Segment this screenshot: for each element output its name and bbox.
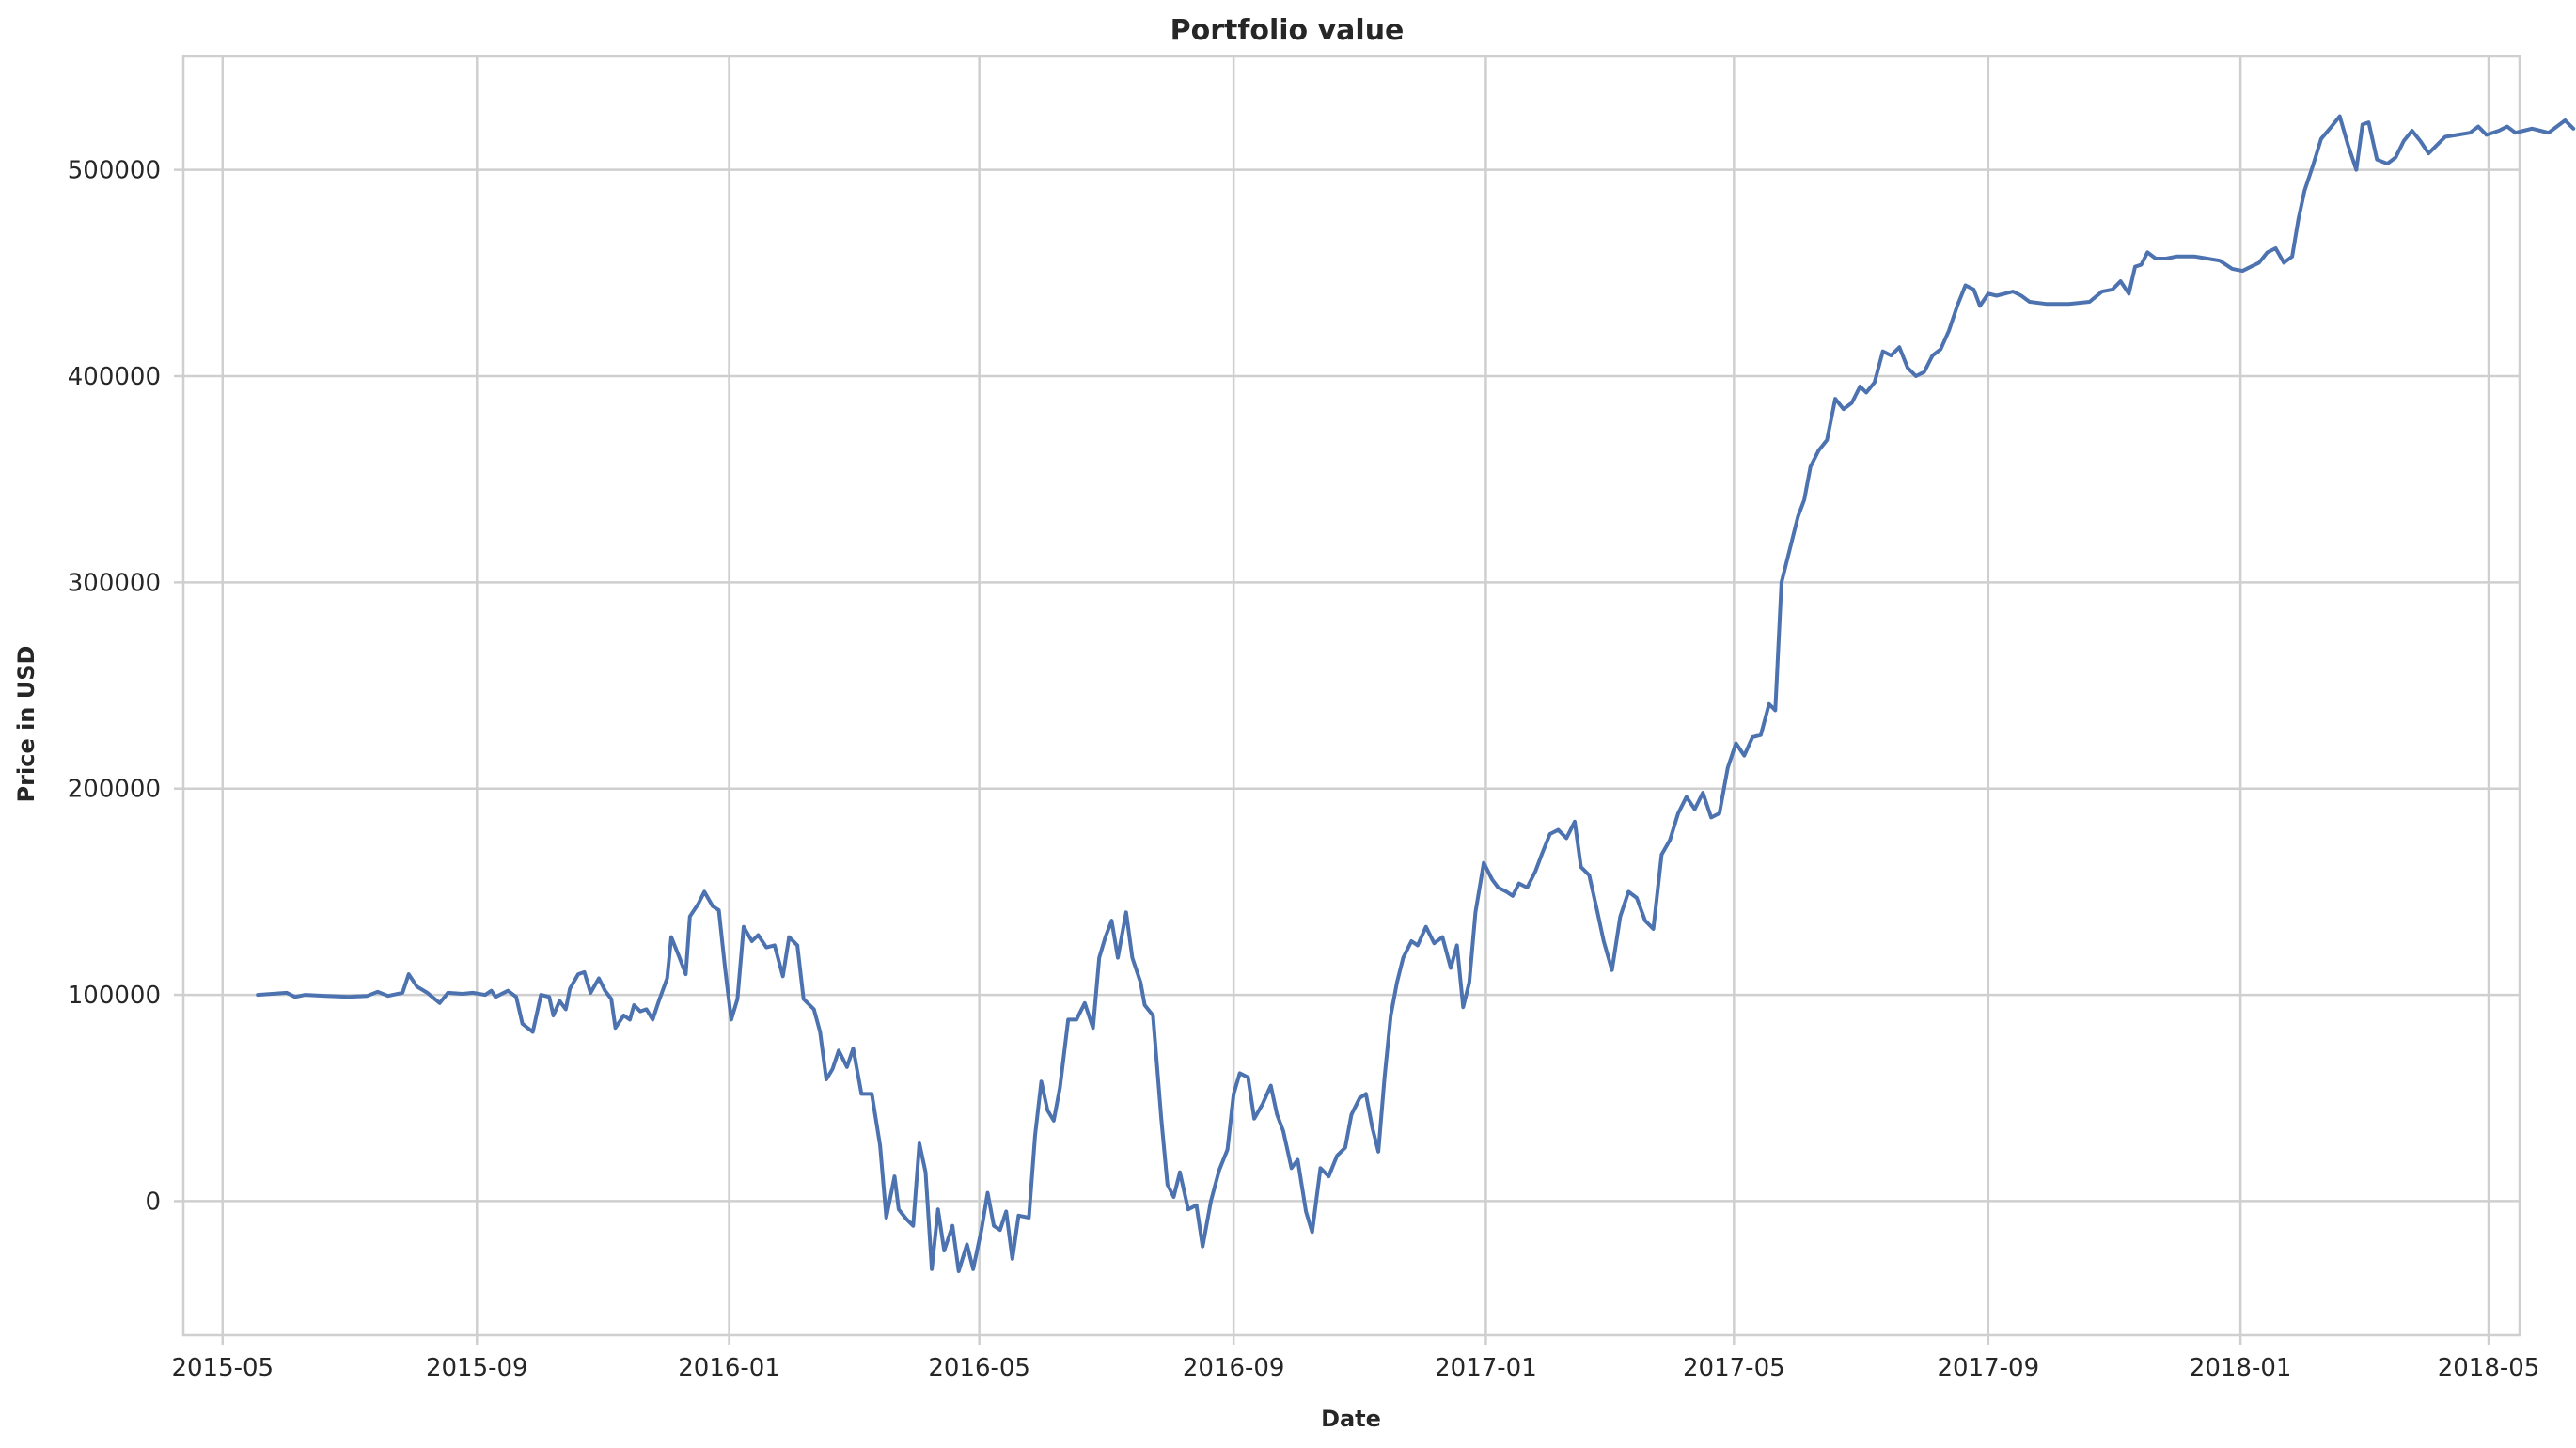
y-tick-label: 200000: [68, 776, 161, 804]
x-tick-label: 2017-05: [1683, 1354, 1785, 1382]
chart-title: Portfolio value: [1170, 14, 1405, 47]
x-tick-label: 2016-09: [1183, 1354, 1285, 1382]
x-axis-ticks: 2015-05 2015-09 2016-01 2016-05 2016-09 2017-…: [171, 1335, 2539, 1382]
x-tick-label: 2016-05: [928, 1354, 1030, 1382]
y-tick-label: 100000: [68, 982, 161, 1010]
y-gridlines: [183, 168, 2520, 1203]
y-axis-label: Price in USD: [13, 646, 39, 803]
x-tick-label: 2015-05: [171, 1354, 274, 1382]
x-axis-label: Date: [1321, 1406, 1381, 1432]
x-tick-label: 2015-09: [426, 1354, 528, 1382]
y-axis-ticks: 0 100000 200000 300000 400000 500000: [68, 157, 183, 1216]
x-tick-label: 2017-09: [1938, 1354, 2040, 1382]
x-tick-label: 2016-01: [678, 1354, 780, 1382]
y-tick-label: 0: [145, 1188, 161, 1216]
x-gridlines: [221, 56, 2490, 1335]
y-tick-label: 500000: [68, 157, 161, 185]
y-tick-label: 300000: [68, 569, 161, 597]
x-tick-label: 2018-05: [2438, 1354, 2540, 1382]
plot-frame: [181, 55, 2521, 1337]
portfolio-value-line: [256, 114, 2576, 1273]
x-tick-label: 2017-01: [1435, 1354, 1537, 1382]
x-tick-label: 2018-01: [2190, 1354, 2292, 1382]
y-tick-label: 400000: [68, 363, 161, 391]
